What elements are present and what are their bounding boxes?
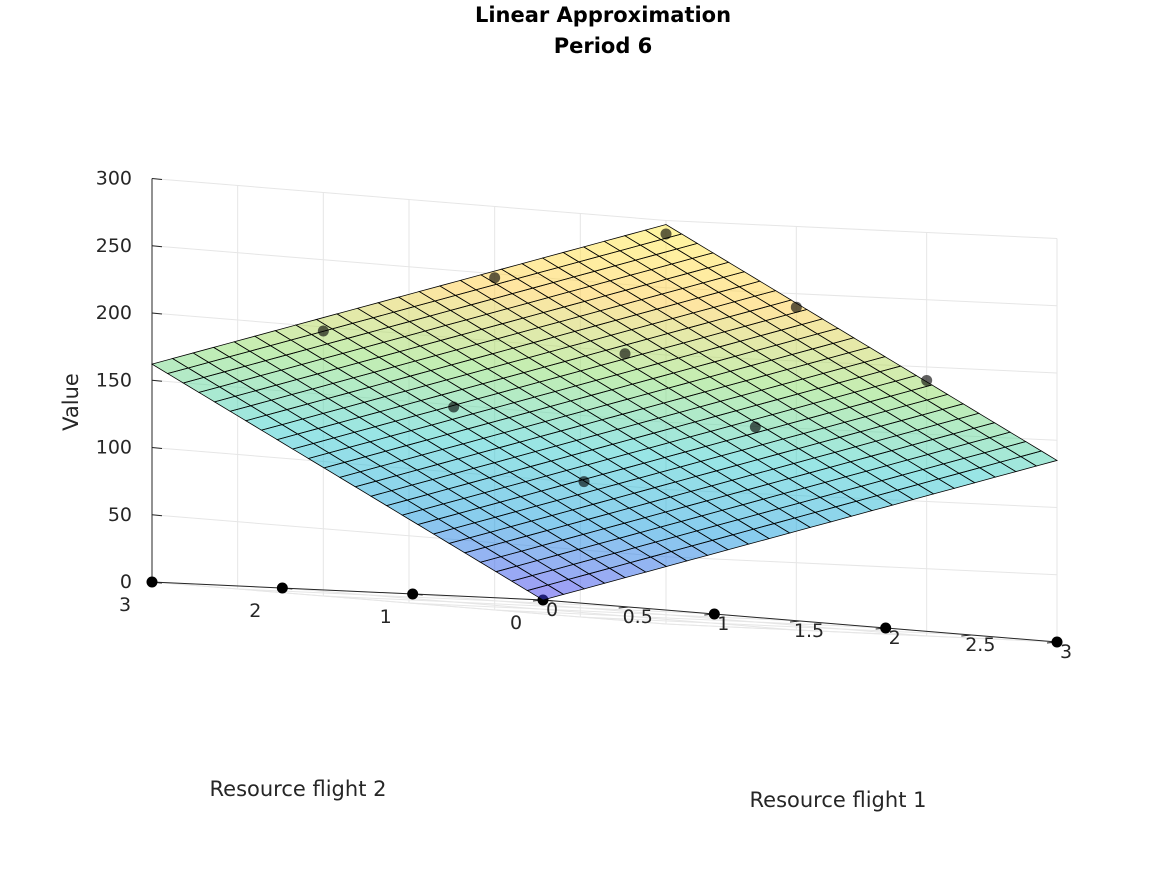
z-tick-label: 250 bbox=[96, 235, 132, 257]
x-tick-label: 0 bbox=[546, 599, 558, 621]
x-tick-mark bbox=[961, 634, 972, 637]
data-point bbox=[448, 401, 460, 413]
z-tick-label: 150 bbox=[96, 369, 132, 391]
data-point bbox=[489, 272, 501, 284]
wall-x-grid-line-z bbox=[665, 623, 1058, 643]
z-tick-label: 300 bbox=[96, 168, 132, 190]
axes bbox=[151, 178, 1058, 644]
z-tick-mark bbox=[151, 379, 163, 382]
z-tick-label: 100 bbox=[96, 437, 132, 459]
floor-grid-line-y bbox=[412, 593, 927, 637]
data-point bbox=[407, 588, 419, 600]
y-axis-line bbox=[151, 581, 544, 601]
x-tick-mark bbox=[789, 620, 801, 623]
z-tick-mark bbox=[151, 447, 163, 449]
data-points-on-surface bbox=[317, 228, 933, 488]
floor-grid-line-x bbox=[580, 616, 972, 636]
wall-y-grid-line-z bbox=[151, 581, 667, 625]
x-tick-label: 1 bbox=[717, 613, 729, 635]
x-tick-label: 1.5 bbox=[794, 620, 824, 642]
floor-grid-line-x bbox=[237, 588, 629, 608]
data-point bbox=[790, 301, 802, 313]
data-point bbox=[749, 421, 761, 433]
z-tick-label: 200 bbox=[96, 302, 132, 324]
x-tick-mark bbox=[618, 606, 629, 609]
z-tick-mark bbox=[151, 514, 163, 517]
y-tick-label: 1 bbox=[380, 606, 392, 628]
data-point bbox=[660, 228, 672, 240]
x-tick-label: 3 bbox=[1060, 641, 1072, 663]
floor-grid-line-x bbox=[494, 609, 886, 629]
surface-plane bbox=[150, 224, 1059, 601]
data-point bbox=[276, 582, 288, 594]
z-tick-mark bbox=[151, 245, 163, 248]
data-point bbox=[708, 608, 720, 620]
wall-x-grid-line-z bbox=[665, 220, 1058, 239]
y-tick-label: 0 bbox=[510, 612, 522, 634]
chart-title-line-2: Period 6 bbox=[554, 34, 653, 58]
z-tick-mark bbox=[151, 312, 163, 315]
z-tick-mark bbox=[151, 178, 163, 180]
floor-grid-line-x bbox=[408, 602, 801, 622]
floor-grid-line-x bbox=[323, 595, 715, 615]
y-axis-label: Resource flight 2 bbox=[210, 777, 387, 801]
z-tick-label: 0 bbox=[120, 571, 132, 593]
chart-title-line-1: Linear Approximation bbox=[475, 3, 731, 27]
data-point bbox=[921, 374, 933, 386]
data-point bbox=[146, 576, 158, 588]
data-point bbox=[880, 622, 892, 634]
y-tick-label: 2 bbox=[249, 600, 261, 622]
z-axis-label: Value bbox=[59, 373, 83, 431]
x-tick-label: 0.5 bbox=[623, 606, 653, 628]
x-tick-label: 2.5 bbox=[965, 634, 995, 656]
data-point bbox=[317, 325, 329, 337]
data-point bbox=[578, 476, 590, 488]
floor-grid-line-y bbox=[282, 587, 797, 631]
wall-x-grid-line-z bbox=[665, 556, 1058, 576]
z-tick-label: 50 bbox=[108, 504, 132, 526]
y-tick-label: 3 bbox=[119, 594, 131, 616]
data-point bbox=[619, 348, 631, 360]
data-point bbox=[1051, 636, 1063, 648]
x-axis-label: Resource flight 1 bbox=[750, 788, 927, 812]
x-tick-label: 2 bbox=[889, 627, 901, 649]
wall-y-grid-line-z bbox=[151, 178, 667, 221]
